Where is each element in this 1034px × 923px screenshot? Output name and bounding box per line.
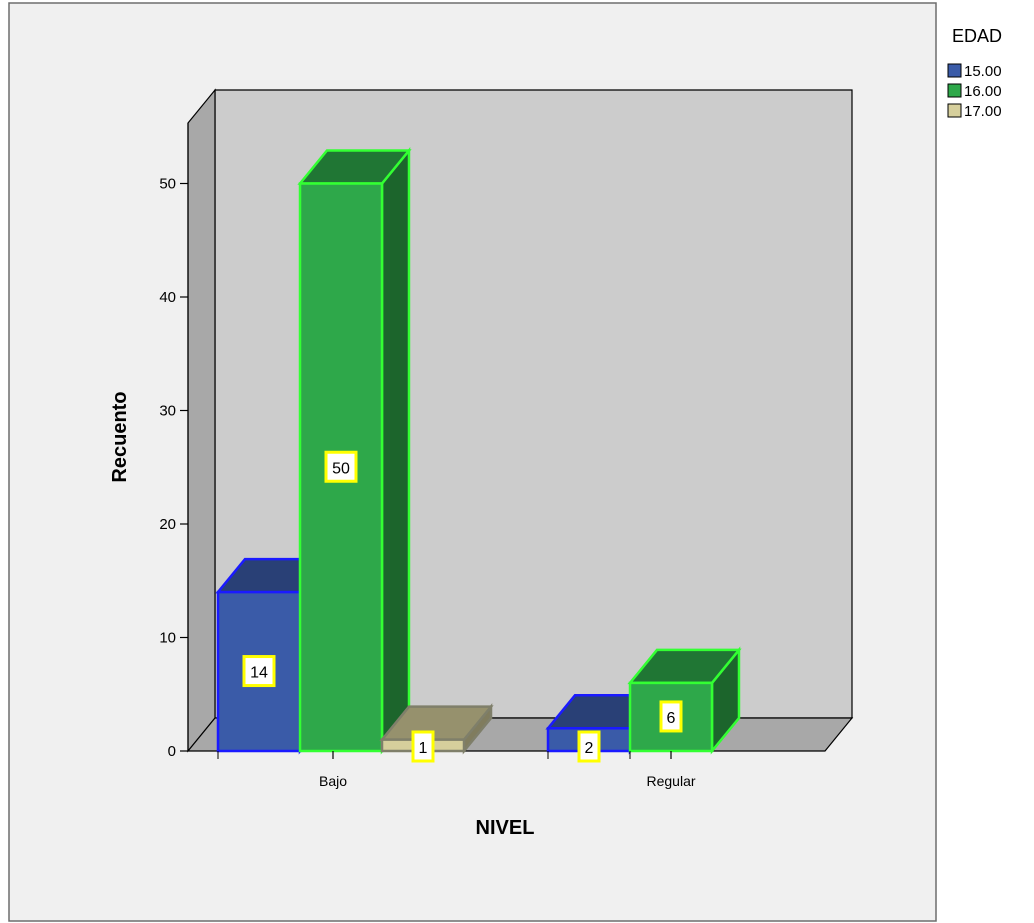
legend: 15.00 16.00 17.00 <box>947 63 1002 120</box>
legend-item-label: 17.00 <box>964 103 1002 120</box>
bar-bajo-17-00: 1 <box>379 703 494 763</box>
legend-title: EDAD <box>952 26 1002 46</box>
data-label: 1 <box>419 740 428 757</box>
legend-item-label: 15.00 <box>964 63 1002 80</box>
x-axis-title: NIVEL <box>476 817 535 839</box>
y-tick-label: 10 <box>159 630 176 647</box>
y-axis-title: Recuento <box>109 391 131 482</box>
x-tick-label: Regular <box>646 773 695 789</box>
y-tick-label: 40 <box>159 289 176 306</box>
chart-side-wall <box>187 88 216 753</box>
legend-item-label: 16.00 <box>964 83 1002 100</box>
legend-swatch <box>947 103 962 118</box>
data-label: 6 <box>667 710 676 727</box>
bar-side-face <box>380 146 411 755</box>
y-tick-label: 0 <box>168 743 176 760</box>
data-label-box <box>411 730 435 763</box>
x-tick-label: Bajo <box>319 773 347 789</box>
legend-swatch <box>947 83 962 98</box>
data-label-box <box>659 700 683 733</box>
legend-swatch <box>947 63 962 78</box>
y-tick-label: 30 <box>159 403 176 420</box>
data-label-box <box>242 655 276 688</box>
bar-regular-16-00: 6 <box>627 646 742 755</box>
data-label: 14 <box>250 665 268 682</box>
data-label-box <box>577 730 601 763</box>
y-tick-label: 20 <box>159 516 176 533</box>
y-tick-label: 50 <box>159 176 176 193</box>
data-label: 2 <box>585 740 594 757</box>
data-label: 50 <box>332 460 350 477</box>
data-label-box <box>324 450 358 483</box>
bar-bajo-16-00: 50 <box>297 146 412 755</box>
